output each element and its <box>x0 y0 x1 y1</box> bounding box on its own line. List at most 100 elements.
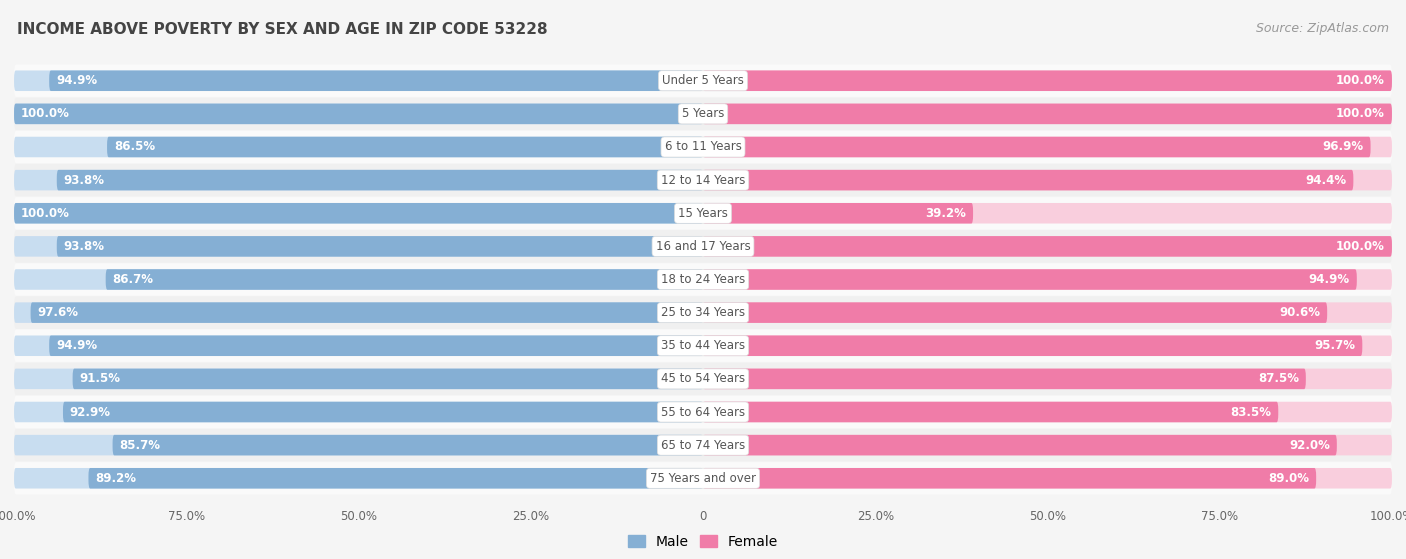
FancyBboxPatch shape <box>703 302 1327 323</box>
FancyBboxPatch shape <box>14 429 1392 461</box>
Text: 86.5%: 86.5% <box>114 140 155 154</box>
FancyBboxPatch shape <box>703 435 1392 456</box>
FancyBboxPatch shape <box>703 435 1337 456</box>
FancyBboxPatch shape <box>703 170 1392 191</box>
FancyBboxPatch shape <box>14 203 703 224</box>
FancyBboxPatch shape <box>14 263 1392 296</box>
FancyBboxPatch shape <box>703 170 1354 191</box>
FancyBboxPatch shape <box>73 368 703 389</box>
FancyBboxPatch shape <box>14 329 1392 362</box>
FancyBboxPatch shape <box>703 269 1392 290</box>
FancyBboxPatch shape <box>14 296 1392 329</box>
FancyBboxPatch shape <box>14 64 1392 97</box>
Text: 89.2%: 89.2% <box>96 472 136 485</box>
FancyBboxPatch shape <box>56 236 703 257</box>
Text: 94.9%: 94.9% <box>1309 273 1350 286</box>
FancyBboxPatch shape <box>14 302 703 323</box>
Text: 97.6%: 97.6% <box>38 306 79 319</box>
FancyBboxPatch shape <box>14 98 1392 130</box>
Text: 100.0%: 100.0% <box>1336 74 1385 87</box>
FancyBboxPatch shape <box>703 137 1392 157</box>
Text: 93.8%: 93.8% <box>63 174 104 187</box>
FancyBboxPatch shape <box>703 203 1392 224</box>
FancyBboxPatch shape <box>14 103 703 124</box>
FancyBboxPatch shape <box>14 131 1392 163</box>
FancyBboxPatch shape <box>14 164 1392 196</box>
FancyBboxPatch shape <box>703 70 1392 91</box>
FancyBboxPatch shape <box>14 468 703 489</box>
FancyBboxPatch shape <box>703 368 1392 389</box>
Text: 100.0%: 100.0% <box>21 207 70 220</box>
FancyBboxPatch shape <box>14 335 703 356</box>
Text: 45 to 54 Years: 45 to 54 Years <box>661 372 745 385</box>
Text: 18 to 24 Years: 18 to 24 Years <box>661 273 745 286</box>
FancyBboxPatch shape <box>703 269 1357 290</box>
FancyBboxPatch shape <box>703 368 1306 389</box>
Text: 89.0%: 89.0% <box>1268 472 1309 485</box>
FancyBboxPatch shape <box>49 335 703 356</box>
Text: INCOME ABOVE POVERTY BY SEX AND AGE IN ZIP CODE 53228: INCOME ABOVE POVERTY BY SEX AND AGE IN Z… <box>17 22 547 37</box>
FancyBboxPatch shape <box>14 236 703 257</box>
Legend: Male, Female: Male, Female <box>623 529 783 555</box>
Text: 65 to 74 Years: 65 to 74 Years <box>661 439 745 452</box>
FancyBboxPatch shape <box>14 368 703 389</box>
FancyBboxPatch shape <box>31 302 703 323</box>
FancyBboxPatch shape <box>703 468 1392 489</box>
FancyBboxPatch shape <box>14 70 703 91</box>
Text: 55 to 64 Years: 55 to 64 Years <box>661 405 745 419</box>
FancyBboxPatch shape <box>703 103 1392 124</box>
Text: 25 to 34 Years: 25 to 34 Years <box>661 306 745 319</box>
FancyBboxPatch shape <box>14 170 703 191</box>
Text: 92.9%: 92.9% <box>70 405 111 419</box>
FancyBboxPatch shape <box>14 402 703 422</box>
FancyBboxPatch shape <box>14 203 703 224</box>
Text: 94.9%: 94.9% <box>56 74 97 87</box>
Text: 39.2%: 39.2% <box>925 207 966 220</box>
FancyBboxPatch shape <box>703 103 1392 124</box>
FancyBboxPatch shape <box>14 269 703 290</box>
Text: 100.0%: 100.0% <box>1336 107 1385 120</box>
FancyBboxPatch shape <box>703 302 1392 323</box>
FancyBboxPatch shape <box>14 197 1392 230</box>
FancyBboxPatch shape <box>703 70 1392 91</box>
FancyBboxPatch shape <box>703 236 1392 257</box>
Text: 100.0%: 100.0% <box>21 107 70 120</box>
FancyBboxPatch shape <box>14 462 1392 495</box>
Text: 91.5%: 91.5% <box>80 372 121 385</box>
Text: Source: ZipAtlas.com: Source: ZipAtlas.com <box>1256 22 1389 35</box>
Text: 94.4%: 94.4% <box>1305 174 1347 187</box>
Text: 75 Years and over: 75 Years and over <box>650 472 756 485</box>
FancyBboxPatch shape <box>14 363 1392 395</box>
Text: Under 5 Years: Under 5 Years <box>662 74 744 87</box>
Text: 96.9%: 96.9% <box>1323 140 1364 154</box>
Text: 35 to 44 Years: 35 to 44 Years <box>661 339 745 352</box>
FancyBboxPatch shape <box>49 70 703 91</box>
Text: 90.6%: 90.6% <box>1279 306 1320 319</box>
Text: 94.9%: 94.9% <box>56 339 97 352</box>
FancyBboxPatch shape <box>56 170 703 191</box>
Text: 5 Years: 5 Years <box>682 107 724 120</box>
Text: 6 to 11 Years: 6 to 11 Years <box>665 140 741 154</box>
FancyBboxPatch shape <box>14 435 703 456</box>
Text: 95.7%: 95.7% <box>1315 339 1355 352</box>
Text: 12 to 14 Years: 12 to 14 Years <box>661 174 745 187</box>
FancyBboxPatch shape <box>14 396 1392 428</box>
FancyBboxPatch shape <box>703 402 1278 422</box>
Text: 16 and 17 Years: 16 and 17 Years <box>655 240 751 253</box>
FancyBboxPatch shape <box>107 137 703 157</box>
FancyBboxPatch shape <box>703 335 1362 356</box>
Text: 15 Years: 15 Years <box>678 207 728 220</box>
Text: 100.0%: 100.0% <box>1336 240 1385 253</box>
FancyBboxPatch shape <box>105 269 703 290</box>
FancyBboxPatch shape <box>14 230 1392 263</box>
FancyBboxPatch shape <box>703 335 1392 356</box>
FancyBboxPatch shape <box>703 203 973 224</box>
FancyBboxPatch shape <box>14 137 703 157</box>
Text: 85.7%: 85.7% <box>120 439 160 452</box>
FancyBboxPatch shape <box>112 435 703 456</box>
Text: 87.5%: 87.5% <box>1258 372 1299 385</box>
Text: 86.7%: 86.7% <box>112 273 153 286</box>
FancyBboxPatch shape <box>89 468 703 489</box>
FancyBboxPatch shape <box>63 402 703 422</box>
FancyBboxPatch shape <box>703 137 1371 157</box>
